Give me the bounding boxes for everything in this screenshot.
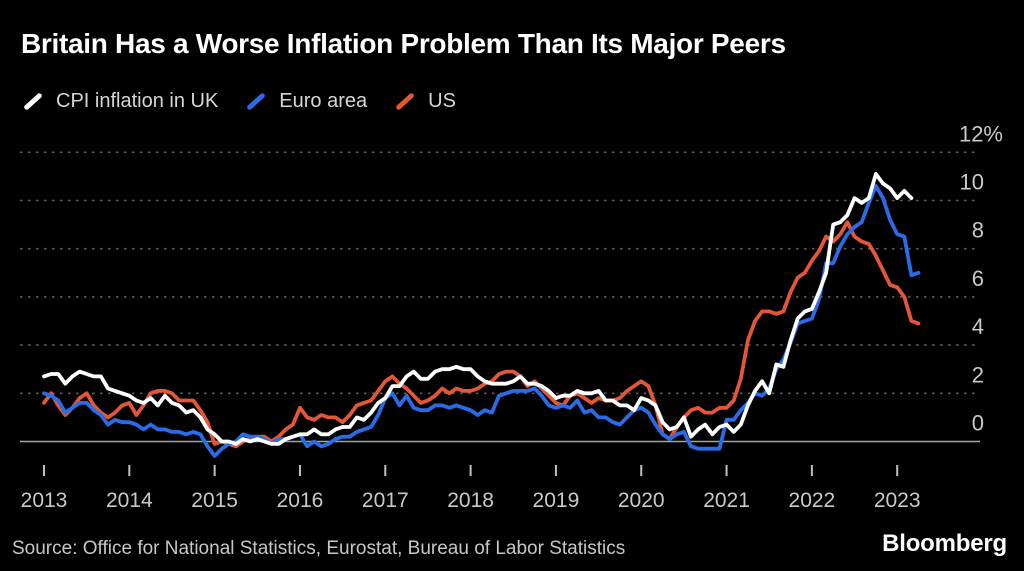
series-line-cpi-inflation-in-uk <box>42 172 914 446</box>
legend-item-uk: CPI inflation in UK <box>22 90 218 113</box>
legend-item-euro-area: Euro area <box>245 90 367 113</box>
bloomberg-logo: Bloomberg <box>882 530 1007 557</box>
y-axis-label-4: 4 <box>972 314 984 339</box>
y-axis-label-8: 8 <box>972 218 984 243</box>
chart-legend: CPI inflation in UK Euro area US <box>22 90 456 113</box>
x-axis-label-2019: 2019 <box>533 489 580 512</box>
x-axis-label-2018: 2018 <box>447 489 494 512</box>
y-axis-label-12: 12% <box>959 121 1003 146</box>
y-axis-label-0: 0 <box>972 411 984 436</box>
source-attribution: Source: Office for National Statistics, … <box>12 538 626 559</box>
x-axis-label-2020: 2020 <box>618 489 665 512</box>
y-axis-label-2: 2 <box>972 362 984 387</box>
x-axis-label-2014: 2014 <box>106 489 153 512</box>
series-line-us <box>42 220 921 449</box>
legend-label-us: US <box>428 90 456 112</box>
x-axis-label-2017: 2017 <box>362 489 409 512</box>
legend-label-uk: CPI inflation in UK <box>56 90 219 112</box>
x-axis-label-2023: 2023 <box>874 489 921 512</box>
chart-title: Britain Has a Worse Inflation Problem Th… <box>21 28 786 59</box>
x-axis-label-2015: 2015 <box>191 489 238 512</box>
x-axis-label-2013: 2013 <box>21 489 68 512</box>
x-axis-label-2016: 2016 <box>277 489 324 512</box>
series-line-euro-area <box>42 184 921 458</box>
y-axis-label-6: 6 <box>972 266 984 291</box>
legend-label-euro-area: Euro area <box>279 90 368 112</box>
legend-item-us: US <box>394 90 456 113</box>
x-axis-label-2021: 2021 <box>703 489 750 512</box>
x-axis-label-2022: 2022 <box>789 489 836 512</box>
y-axis-label-10: 10 <box>960 170 984 195</box>
